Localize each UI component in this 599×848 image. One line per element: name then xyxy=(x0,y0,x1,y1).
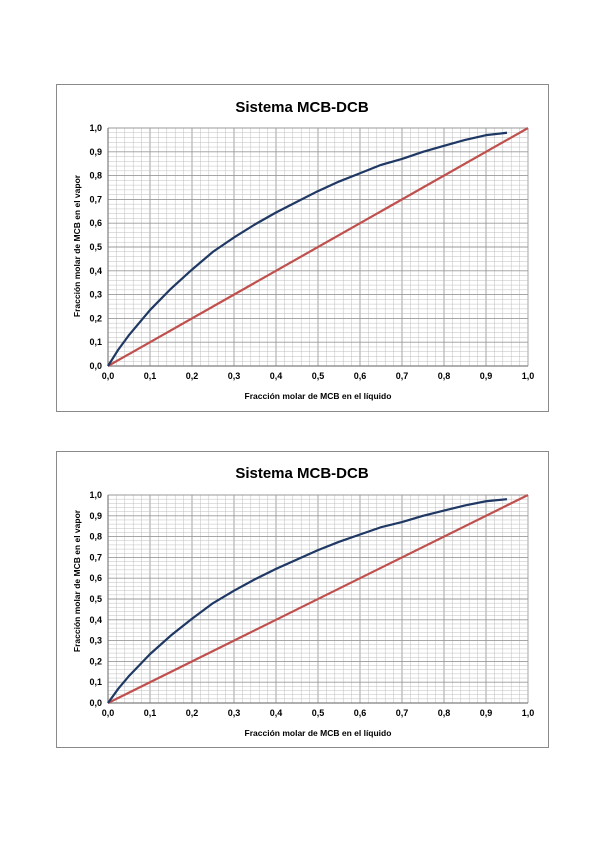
x-tick-label: 0,9 xyxy=(480,708,493,718)
x-tick-label: 0,7 xyxy=(396,371,409,381)
chart-2-x-axis-label: Fracción molar de MCB en el líquido xyxy=(245,728,392,738)
x-tick-label: 0,2 xyxy=(186,708,199,718)
x-tick-label: 0,9 xyxy=(480,371,493,381)
x-tick-label: 0,5 xyxy=(312,371,325,381)
y-tick-label: 1,0 xyxy=(89,123,102,133)
y-tick-label: 0,4 xyxy=(89,615,102,625)
chart-1-gridlines xyxy=(107,127,529,367)
equilibrium-curve xyxy=(107,498,508,704)
y-tick-label: 0,1 xyxy=(89,337,102,347)
x-tick-label: 1,0 xyxy=(522,371,535,381)
diagonal-line xyxy=(107,127,529,367)
x-tick-label: 0,7 xyxy=(396,708,409,718)
chart-2-gridlines xyxy=(107,494,529,704)
chart-1-title: Sistema MCB-DCB xyxy=(235,99,369,116)
chart-2-container: Sistema MCB-DCB Fracción molar de MCB en… xyxy=(56,451,549,748)
chart-2-title: Sistema MCB-DCB xyxy=(235,465,369,482)
y-tick-label: 0,6 xyxy=(89,573,102,583)
x-tick-label: 0,4 xyxy=(270,371,283,381)
x-tick-label: 0,8 xyxy=(438,371,451,381)
y-tick-label: 0,9 xyxy=(89,147,102,157)
y-tick-label: 0,1 xyxy=(89,677,102,687)
chart-1-x-axis-label: Fracción molar de MCB en el líquido xyxy=(245,391,392,401)
chart-1-svg: Sistema MCB-DCB Fracción molar de MCB en… xyxy=(72,99,535,401)
x-tick-label: 0,3 xyxy=(228,708,241,718)
x-tick-label: 0,1 xyxy=(144,708,157,718)
y-tick-label: 0,0 xyxy=(89,698,102,708)
x-tick-label: 0,4 xyxy=(270,708,283,718)
y-tick-label: 1,0 xyxy=(89,490,102,500)
y-tick-label: 0,7 xyxy=(89,552,102,562)
equilibrium-curve xyxy=(107,131,508,367)
y-tick-label: 0,9 xyxy=(89,511,102,521)
y-tick-label: 0,3 xyxy=(89,290,102,300)
x-tick-label: 0,6 xyxy=(354,371,367,381)
chart-1-y-axis-label: Fracción molar de MCB en el vapor xyxy=(72,174,82,317)
chart-1-container: Sistema MCB-DCB Fracción molar de MCB en… xyxy=(56,84,549,412)
x-tick-label: 0,1 xyxy=(144,371,157,381)
x-tick-label: 1,0 xyxy=(522,708,535,718)
x-tick-label: 0,2 xyxy=(186,371,199,381)
x-tick-label: 0,8 xyxy=(438,708,451,718)
y-tick-label: 0,5 xyxy=(89,594,102,604)
y-tick-label: 0,8 xyxy=(89,171,102,181)
y-tick-label: 0,7 xyxy=(89,194,102,204)
x-tick-label: 0,5 xyxy=(312,708,325,718)
x-tick-label: 0,3 xyxy=(228,371,241,381)
chart-2-svg: Sistema MCB-DCB Fracción molar de MCB en… xyxy=(72,465,535,738)
y-tick-label: 0,3 xyxy=(89,636,102,646)
x-tick-label: 0,0 xyxy=(102,708,115,718)
y-tick-label: 0,0 xyxy=(89,361,102,371)
y-tick-label: 0,2 xyxy=(89,656,102,666)
y-tick-label: 0,5 xyxy=(89,242,102,252)
x-tick-label: 0,0 xyxy=(102,371,115,381)
y-tick-label: 0,6 xyxy=(89,218,102,228)
x-tick-label: 0,6 xyxy=(354,708,367,718)
y-tick-label: 0,8 xyxy=(89,532,102,542)
diagonal-line xyxy=(107,494,529,704)
y-tick-label: 0,4 xyxy=(89,266,102,276)
chart-2-y-axis-label: Fracción molar de MCB en el vapor xyxy=(72,509,82,652)
y-tick-label: 0,2 xyxy=(89,313,102,323)
